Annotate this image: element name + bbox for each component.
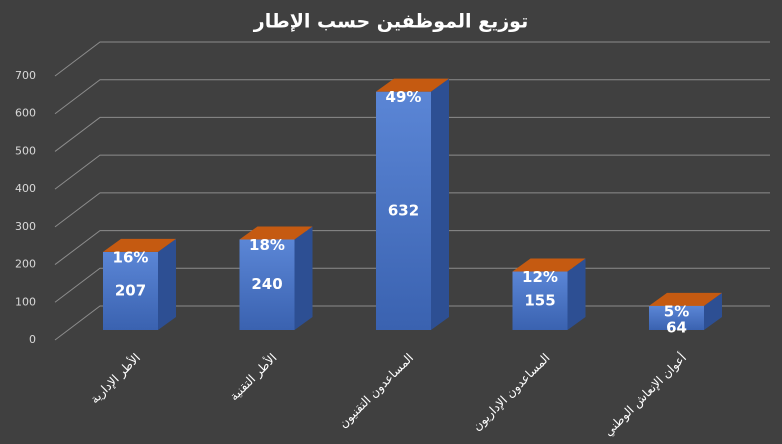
chart-title: توزيع الموظفين حسب الإطار (253, 11, 528, 33)
value-label: 64 (666, 318, 687, 336)
y-tick-label: 500 (15, 144, 36, 157)
bar-cap (512, 258, 586, 272)
bar-side (431, 78, 449, 330)
share-label: 18% (249, 236, 285, 254)
grid-line (54, 154, 770, 190)
bar (376, 91, 431, 330)
bar (103, 251, 158, 330)
grid-line (54, 192, 770, 228)
share-label: 12% (522, 268, 558, 286)
grid-line (54, 230, 770, 265)
y-tick-label: 0 (29, 333, 36, 346)
bar-side (294, 226, 313, 330)
value-label: 207 (115, 281, 146, 299)
bar-side (158, 238, 176, 330)
share-label: 49% (386, 88, 422, 106)
grid-line (54, 116, 770, 152)
value-label: 632 (388, 201, 419, 219)
share-label: 16% (113, 248, 149, 266)
grid-line (54, 79, 770, 115)
bar-cap (376, 78, 449, 92)
bar (512, 271, 568, 330)
bar-cap (103, 238, 176, 252)
bar (239, 239, 295, 330)
y-tick-label: 400 (15, 182, 36, 195)
y-tick-label: 200 (15, 258, 36, 271)
share-label: 5% (664, 302, 689, 320)
bar-cap (239, 226, 313, 240)
bar-side (567, 258, 586, 330)
bar-side (704, 292, 722, 330)
bar-cap (649, 292, 722, 306)
grid-line (54, 41, 770, 77)
y-tick-label: 700 (15, 69, 36, 82)
y-tick-label: 300 (15, 220, 36, 233)
bar (649, 305, 704, 330)
value-label: 240 (251, 275, 282, 293)
y-tick-label: 100 (15, 295, 36, 308)
y-tick-label: 600 (15, 107, 36, 120)
value-label: 155 (524, 291, 555, 309)
